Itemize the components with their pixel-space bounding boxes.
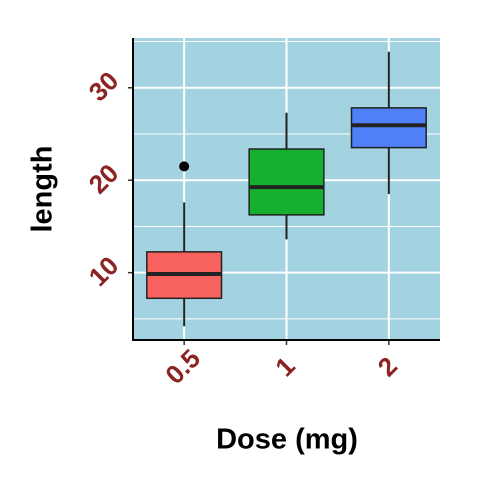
x-tick-label: 1 — [269, 351, 300, 382]
y-tick-label: 30 — [83, 65, 125, 107]
box — [248, 148, 325, 216]
box — [350, 107, 427, 149]
y-tick-label: 10 — [83, 250, 125, 292]
y-tick-label: 20 — [83, 158, 125, 200]
x-tick-label: 0.5 — [159, 343, 206, 390]
x-axis-title: Dose (mg) — [216, 424, 358, 456]
y-axis-title: length — [27, 146, 59, 233]
outlier — [179, 161, 190, 172]
x-tick-label: 2 — [372, 351, 403, 382]
